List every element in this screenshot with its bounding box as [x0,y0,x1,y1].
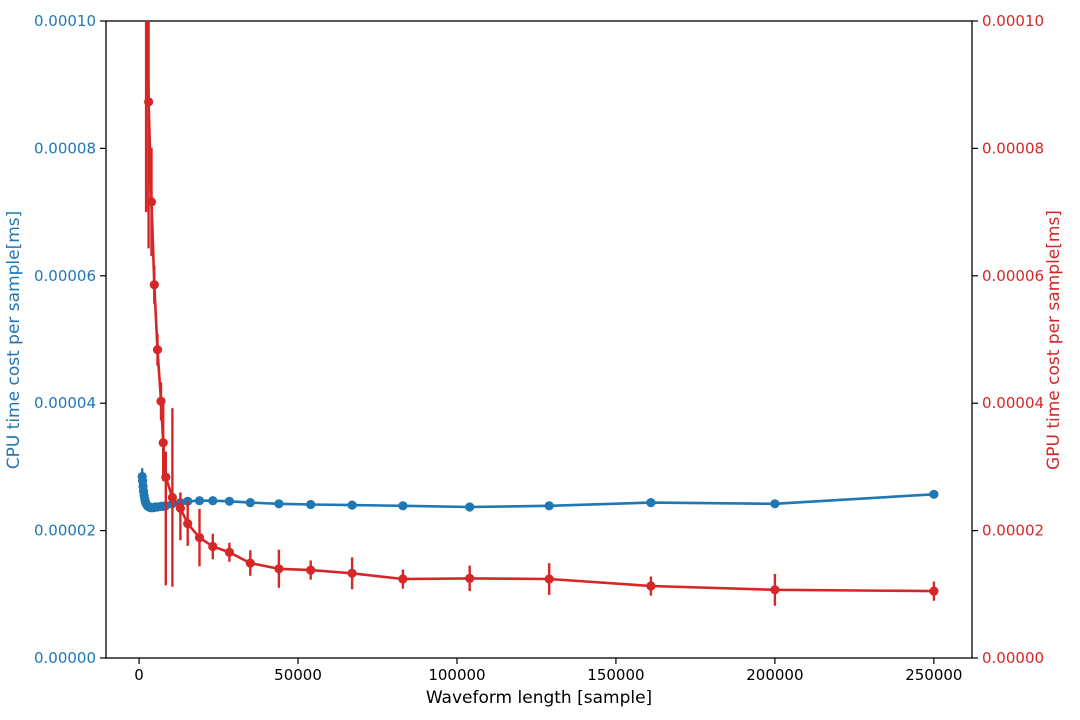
cpu-data-point [465,502,475,512]
gpu-data-point [167,492,177,503]
gpu-data-point [347,568,357,578]
gpu-data-point [144,97,154,107]
gpu-data-point [306,565,316,575]
cpu-data-point [347,500,357,510]
cpu-data-point [306,499,316,510]
x-tick-label: 50000 [274,666,322,684]
x-tick-label: 250000 [905,666,962,684]
gpu-data-point [274,564,284,574]
plot-spines [105,20,973,659]
gpu-data-point [224,547,234,557]
right-y-tick-label: 0.00010 [982,12,1044,30]
cpu-line [140,476,934,510]
right-y-tick-label: 0.00006 [982,267,1044,285]
plot-border [105,20,973,659]
gpu-data-point [929,586,939,596]
left-y-tick-label: 0.00002 [34,522,96,540]
cpu-data-point [770,499,780,509]
left-y-tick-label: 0.00008 [34,139,96,157]
cpu-data-point [274,499,284,509]
x-tick-label: 150000 [587,666,644,684]
gpu-data-point [194,533,205,543]
left-y-tick-label: 0.00004 [34,394,96,412]
gpu-line [146,21,934,593]
gpu-data-point [544,574,554,584]
x-tick-label: 100000 [428,666,485,684]
y-axis-right: 0.00000 0.00002 0.00004 0.00006 0.00008 0.000… [972,12,1044,667]
cpu-data-point [245,498,255,508]
x-axis-label: Waveform length [sample] [426,688,652,708]
gpu-data-point [146,197,157,207]
cpu-series [137,468,939,513]
right-y-axis-label: GPU time cost per sample[ms] [1044,210,1064,470]
left-y-tick-label: 0.00000 [34,649,96,667]
left-y-tick-label: 0.00010 [34,12,96,30]
x-tick-label: 200000 [746,666,803,684]
y-axis-left: 0.00000 0.00002 0.00004 0.00006 0.00008 0.000… [34,12,106,667]
right-y-tick-label: 0.00002 [982,522,1044,540]
plot-area [137,21,939,606]
gpu-data-point [158,438,168,448]
gpu-data-point [646,581,656,591]
gpu-error-bars [142,21,936,606]
left-y-tick-label: 0.00006 [34,267,96,285]
left-y-axis-label: CPU time cost per sample[ms] [4,211,24,470]
gpu-series [142,21,939,606]
cpu-data-point [646,498,656,508]
gpu-data-point [465,573,475,584]
gpu-data-point [208,541,218,552]
cpu-data-point [224,496,234,506]
gpu-data-point [149,280,159,290]
gpu-data-point [175,503,185,513]
x-axis: 0 50000 100000 150000 200000 250000 [134,658,962,684]
gpu-data-point [161,472,171,482]
cpu-data-point [398,501,408,511]
cpu-data-point [194,496,205,506]
gpu-data-point [156,396,166,406]
right-y-tick-label: 0.00000 [982,649,1044,667]
gpu-data-point [245,558,255,568]
cpu-data-point [544,501,554,511]
x-tick-label: 0 [134,666,144,684]
gpu-data-point [152,345,163,355]
cpu-data-point [929,489,939,499]
cpu-data-point [208,496,218,506]
gpu-data-point [770,585,780,595]
gpu-data-point [398,574,408,584]
gpu-data-point [183,519,193,529]
right-y-tick-label: 0.00004 [982,394,1044,412]
right-y-tick-label: 0.00008 [982,139,1044,157]
